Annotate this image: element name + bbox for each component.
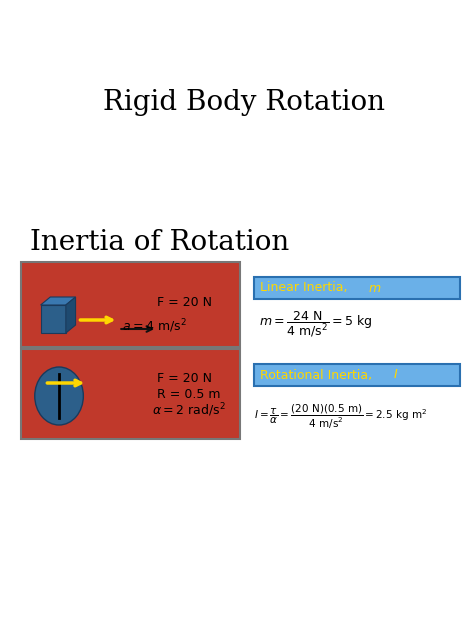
Text: Linear Inertia,: Linear Inertia,: [260, 281, 352, 295]
Text: Inertia of Rotation: Inertia of Rotation: [29, 229, 289, 255]
Bar: [255, 364, 460, 386]
Text: R = 0.5 m: R = 0.5 m: [157, 387, 221, 401]
Polygon shape: [66, 297, 75, 333]
Text: F = 20 N: F = 20 N: [157, 372, 212, 386]
Text: $I$: $I$: [393, 368, 399, 382]
Text: $I = \dfrac{\tau}{\alpha} = \dfrac{(20\ \mathrm{N})(0.5\ \mathrm{m})}{4\ \mathrm: $I = \dfrac{\tau}{\alpha} = \dfrac{(20\ …: [255, 403, 428, 431]
Text: Rigid Body Rotation: Rigid Body Rotation: [103, 88, 385, 116]
Text: F = 20 N: F = 20 N: [157, 296, 212, 308]
Bar: [255, 277, 460, 299]
Bar: [21, 349, 240, 439]
Text: Rotational Inertia,: Rotational Inertia,: [260, 368, 376, 382]
Text: $\alpha = 2\ \mathrm{rad/s}^2$: $\alpha = 2\ \mathrm{rad/s}^2$: [152, 401, 226, 419]
Polygon shape: [41, 297, 75, 305]
Text: $m$: $m$: [368, 281, 382, 295]
Bar: [21, 262, 240, 347]
Text: $a = 4\ \mathrm{m/s}^2$: $a = 4\ \mathrm{m/s}^2$: [122, 317, 187, 335]
Text: $m = \dfrac{24\ \mathrm{N}}{4\ \mathrm{m/s}^2} = 5\ \mathrm{kg}$: $m = \dfrac{24\ \mathrm{N}}{4\ \mathrm{m…: [259, 310, 373, 339]
Ellipse shape: [35, 367, 83, 425]
Polygon shape: [41, 305, 66, 333]
